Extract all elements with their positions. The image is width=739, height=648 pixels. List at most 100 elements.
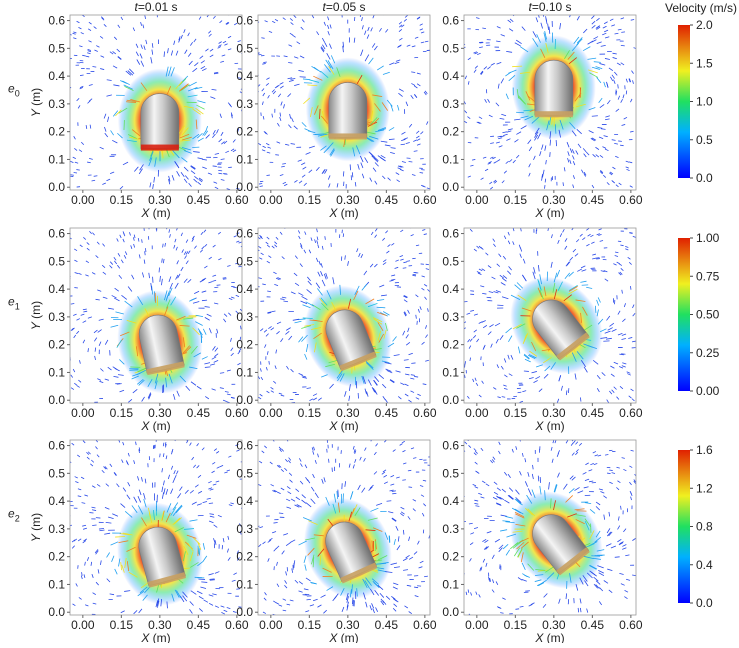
flow-vector: [529, 173, 531, 176]
flow-vector: [469, 523, 473, 524]
flow-vector: [609, 391, 611, 394]
flow-vector: [409, 353, 413, 354]
y-tick-label: 0.1: [442, 365, 459, 379]
flow-vector: [587, 609, 588, 613]
flow-vector: [284, 184, 287, 186]
flow-vector: [355, 182, 356, 186]
flow-vector: [532, 474, 533, 479]
flow-vector: [381, 295, 387, 296]
flow-vector: [626, 167, 629, 168]
flow-vector: [559, 599, 561, 604]
flow-vector: [82, 55, 85, 56]
flow-vector: [290, 18, 293, 20]
flow-vector: [192, 457, 194, 460]
flow-vector: [312, 447, 313, 450]
flow-vector: [172, 175, 174, 180]
flow-vector: [503, 134, 507, 135]
flow-vector: [312, 66, 318, 70]
flow-vector: [618, 84, 619, 88]
flow-vector: [153, 184, 154, 189]
x-tick-label: 0.00: [71, 406, 95, 420]
flow-vector: [610, 366, 614, 368]
flow-vector: [210, 55, 213, 57]
flow-vector: [508, 474, 511, 478]
flow-vector: [305, 354, 307, 360]
flow-vector: [568, 158, 569, 162]
flow-vector: [607, 473, 611, 474]
flow-vector: [525, 458, 526, 462]
flow-vector: [589, 470, 593, 471]
flow-vector: [424, 576, 428, 577]
flow-vector: [520, 471, 522, 475]
y-tick-label: 0.6: [48, 14, 65, 28]
flow-vector: [605, 37, 609, 38]
flow-vector: [298, 160, 302, 162]
flow-vector: [503, 275, 507, 278]
flow-vector: [612, 390, 615, 393]
flow-vector: [502, 489, 506, 492]
flow-vector: [294, 273, 297, 276]
flow-vector: [218, 46, 221, 48]
flow-vector: [384, 12, 386, 15]
colorbar-tick-label: 0.00: [696, 384, 720, 398]
flow-vector: [482, 481, 485, 483]
flow-vector: [494, 161, 497, 163]
flow-vector: [425, 325, 426, 328]
flow-vector: [622, 290, 623, 294]
flow-vector: [557, 399, 558, 403]
flow-vector: [612, 167, 615, 169]
flow-vector: [545, 145, 546, 150]
flow-vector: [611, 25, 615, 26]
flow-vector: [590, 463, 593, 464]
flow-vector: [178, 274, 181, 278]
flow-vector: [337, 491, 338, 499]
flow-vector: [215, 572, 219, 574]
flow-vector: [167, 602, 168, 609]
flow-vector: [413, 458, 416, 459]
flow-vector: [533, 156, 535, 160]
flow-vector: [121, 295, 126, 299]
flow-vector: [498, 84, 499, 89]
flow-vector: [313, 451, 314, 454]
flow-vector: [83, 309, 87, 310]
flow-vector: [394, 567, 400, 568]
flow-vector: [283, 18, 286, 20]
flow-vector: [177, 391, 179, 397]
flow-vector: [614, 362, 618, 364]
flow-vector: [174, 245, 175, 249]
flow-vector: [502, 180, 504, 182]
flow-vector: [260, 329, 263, 331]
flow-vector: [415, 596, 419, 597]
flow-vector: [284, 56, 288, 57]
flow-vector: [423, 384, 427, 385]
flow-vector: [92, 272, 95, 274]
flow-vector: [268, 256, 271, 258]
flow-vector: [511, 355, 513, 360]
x-tick-label: 0.60: [225, 406, 249, 420]
flow-vector: [87, 457, 90, 459]
flow-vector: [194, 291, 199, 293]
flow-vector: [91, 562, 92, 566]
flow-vector: [165, 243, 166, 247]
flow-vector: [361, 163, 363, 168]
flow-vector: [391, 148, 396, 149]
flow-vector: [607, 528, 610, 533]
flow-vector: [489, 115, 493, 117]
field: [256, 437, 431, 615]
flow-vector: [103, 297, 107, 298]
flow-vector: [328, 175, 330, 179]
flow-vector: [205, 367, 211, 368]
flow-vector: [188, 279, 192, 282]
flow-vector: [563, 484, 567, 490]
flow-vector: [277, 322, 281, 324]
flow-vector: [470, 339, 472, 342]
flow-vector: [597, 77, 601, 83]
flow-vector: [300, 481, 303, 484]
flow-vector: [524, 575, 530, 578]
colorbar-title: Velocity (m/s): [665, 1, 737, 15]
flow-vector: [546, 160, 547, 164]
flow-vector: [506, 139, 510, 141]
column-text: =0.01 s: [138, 0, 178, 14]
flow-vector: [475, 506, 479, 507]
